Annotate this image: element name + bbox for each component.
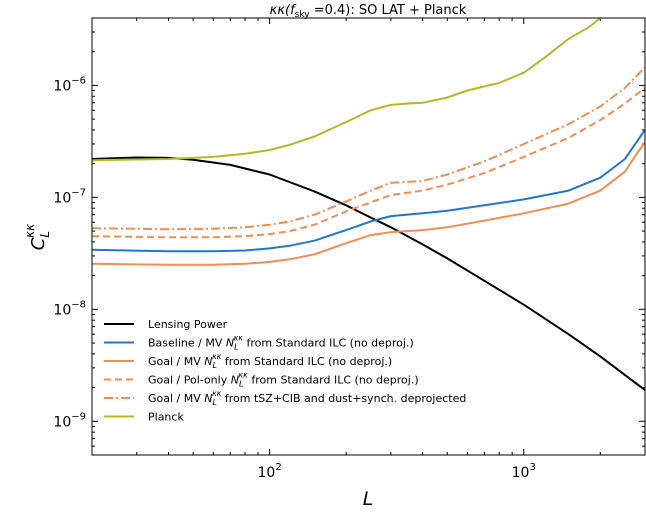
legend-label: Planck xyxy=(148,411,184,424)
ylabel-sup: κκ xyxy=(23,223,37,238)
legend-label: Goal / MV NLκκ from tSZ+CIB and dust+syn… xyxy=(148,389,466,407)
series-line-6 xyxy=(92,18,601,162)
y-tick-label: 10−9 xyxy=(53,411,86,430)
y-tick-label: 10−8 xyxy=(53,299,86,318)
y-tick-label: 10−6 xyxy=(53,75,86,94)
ylabel-sub: L xyxy=(38,231,52,238)
ylabel-main: C xyxy=(28,237,49,250)
title-pre: κκ( xyxy=(270,3,291,18)
title-f: f xyxy=(290,3,297,18)
title-post: =0.4): SO LAT + Planck xyxy=(310,3,467,18)
legend-label: Baseline / MV NLκκ from Standard ILC (no… xyxy=(148,334,414,352)
y-axis-label: CLκκ xyxy=(23,223,52,250)
title-sub: sky xyxy=(295,10,311,20)
legend-label: Goal / MV NLκκ from Standard ILC (no dep… xyxy=(148,352,392,370)
series-line-2 xyxy=(92,129,645,253)
legend: Lensing Power Baseline / MV NLκκ from Sta… xyxy=(104,318,466,424)
tick-labels: 102 103 10−9 10−8 10−7 10−6 xyxy=(53,75,535,481)
series-line-3 xyxy=(92,141,645,266)
series-layer xyxy=(92,18,645,391)
chart-title: κκ(fsky =0.4): SO LAT + Planck xyxy=(270,3,467,20)
x-tick-label: 102 xyxy=(258,462,282,481)
x-tick-label: 103 xyxy=(512,462,536,481)
plot-frame xyxy=(91,17,646,456)
legend-label: Goal / Pol-only NLκκ from Standard ILC (… xyxy=(148,371,419,389)
series-line-5 xyxy=(92,66,645,231)
legend-label: Lensing Power xyxy=(148,318,228,331)
x-axis-label: L xyxy=(363,488,374,510)
y-tick-label: 10−7 xyxy=(53,187,86,206)
